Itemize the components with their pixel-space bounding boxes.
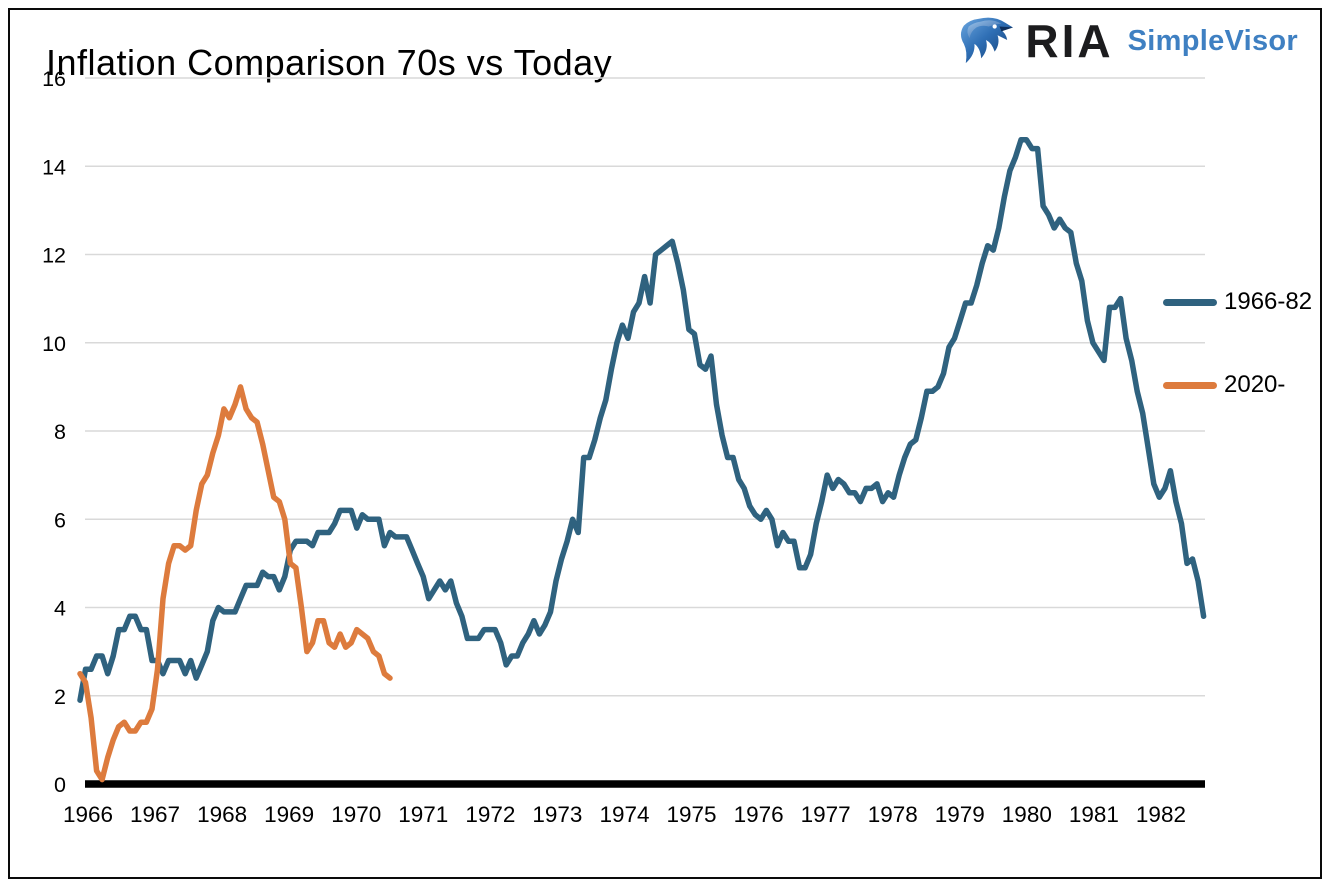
- x-tick-label: 1968: [197, 802, 247, 827]
- x-tick-label: 1976: [734, 802, 784, 827]
- x-tick-label: 1973: [532, 802, 582, 827]
- legend-swatch-1966-82: [1163, 298, 1217, 306]
- ria-simplevisor-logo: RIA SimpleVisor: [955, 12, 1298, 70]
- y-tick-label: 6: [54, 508, 66, 532]
- x-tick-label: 1972: [465, 802, 515, 827]
- legend-item-1966-82: 1966-82: [1163, 287, 1312, 317]
- x-tick-label: 1978: [868, 802, 918, 827]
- x-tick-label: 1981: [1069, 802, 1119, 827]
- series-line-2020-: [77, 384, 393, 783]
- y-tick-label: 0: [54, 773, 66, 797]
- y-tick-label: 16: [42, 67, 66, 91]
- y-tick-label: 8: [54, 420, 66, 444]
- x-tick-label: 1975: [667, 802, 717, 827]
- y-tick-label: 10: [42, 332, 66, 356]
- x-tick-label: 1980: [1002, 802, 1052, 827]
- page-title: Inflation Comparison 70s vs Today: [46, 42, 613, 84]
- x-tick-label: 1967: [130, 802, 180, 827]
- simplevisor-wordmark: SimpleVisor: [1127, 24, 1298, 57]
- legend-item-2020: 2020-: [1163, 370, 1285, 400]
- series-line-1966-82: [77, 137, 1207, 703]
- ria-wordmark: RIA: [1025, 15, 1114, 67]
- x-tick-label: 1970: [331, 802, 381, 827]
- x-tick-label: 1974: [599, 802, 649, 827]
- eagle-icon: [961, 17, 1014, 64]
- legend-swatch-2020: [1163, 381, 1217, 389]
- x-tick-label: 1977: [801, 802, 851, 827]
- x-tick-label: 1982: [1136, 802, 1186, 827]
- y-tick-label: 4: [54, 597, 66, 621]
- legend-label-1966-82: 1966-82: [1224, 288, 1313, 315]
- x-tick-label: 1966: [63, 802, 113, 827]
- x-tick-label: 1971: [398, 802, 448, 827]
- y-tick-label: 2: [54, 685, 66, 709]
- x-tick-label: 1969: [264, 802, 314, 827]
- y-tick-label: 14: [42, 155, 66, 179]
- chart-frame: [8, 8, 1322, 879]
- y-tick-label: 12: [42, 244, 66, 268]
- legend-label-2020: 2020-: [1224, 371, 1286, 398]
- x-tick-label: 1979: [935, 802, 985, 827]
